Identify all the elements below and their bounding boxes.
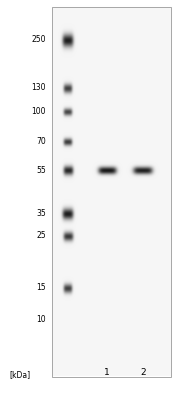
Bar xyxy=(52,7,171,377)
Text: [kDa]: [kDa] xyxy=(10,370,31,379)
Text: 70: 70 xyxy=(36,138,46,146)
Text: 55: 55 xyxy=(36,166,46,174)
Text: 15: 15 xyxy=(37,284,46,292)
Text: 1: 1 xyxy=(104,368,110,377)
Text: 35: 35 xyxy=(36,210,46,218)
Text: 130: 130 xyxy=(32,84,46,92)
Text: 2: 2 xyxy=(141,368,146,377)
Text: 10: 10 xyxy=(37,316,46,324)
Text: 100: 100 xyxy=(32,108,46,116)
Text: 250: 250 xyxy=(32,36,46,44)
Text: 25: 25 xyxy=(37,232,46,240)
